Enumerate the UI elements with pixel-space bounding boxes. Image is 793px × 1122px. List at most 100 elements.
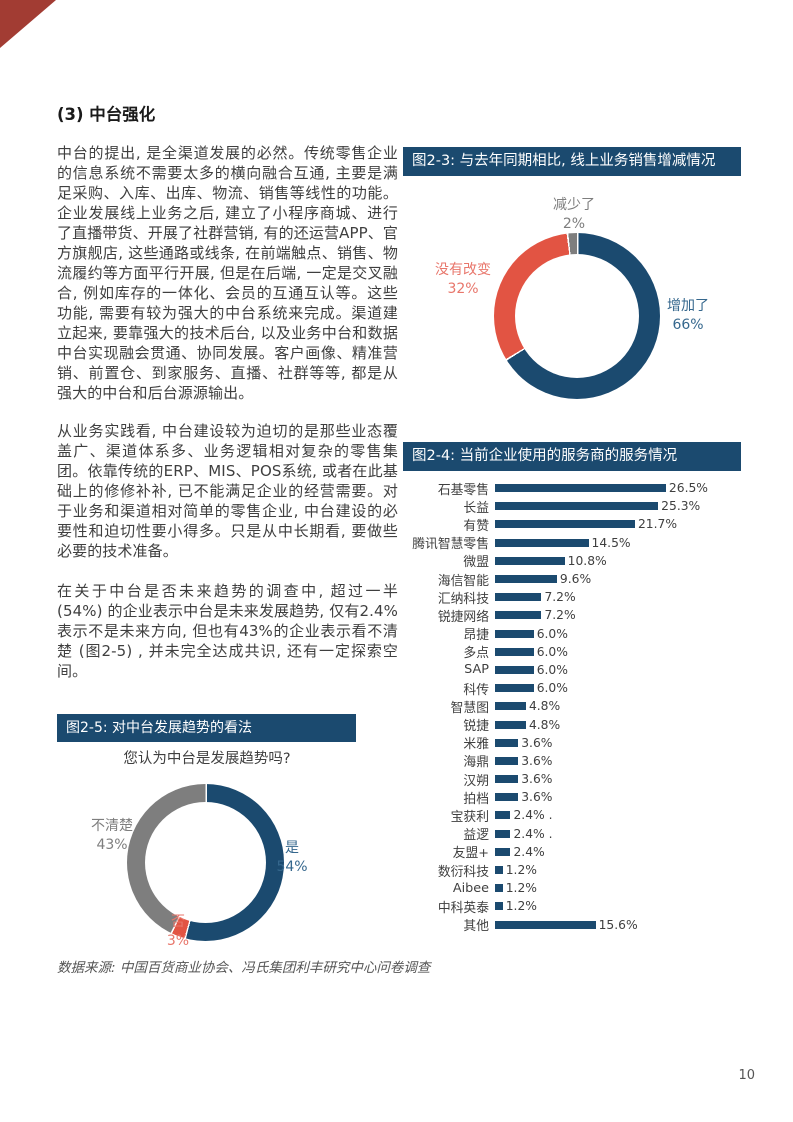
bar-value-label: 7.2% <box>544 608 576 623</box>
bar-category-label: 宝获利 <box>450 809 489 825</box>
bar-value-label: 15.6% <box>598 917 638 932</box>
bar-category-label: 多点 <box>463 646 489 662</box>
paragraph-3: 在关于中台是否未来趋势的调查中, 超过一半 (54%) 的企业表示中台是未来发展… <box>57 582 398 680</box>
bar-category-label: 友盟+ <box>452 846 489 862</box>
bar-category-label: 腾讯智慧零售 <box>412 537 489 553</box>
bar <box>495 720 526 729</box>
bar-value-label: 3.6% <box>521 790 553 805</box>
bar-row: 腾讯智慧零售 14.5% <box>403 534 741 553</box>
slice-label-no-change: 没有改变 32% <box>435 262 491 297</box>
figure-2-4-title-bar: 图2-4: 当前企业使用的服务商的服务情况 <box>403 442 741 471</box>
bar-category-label: 汇纳科技 <box>437 591 489 607</box>
bar-value-label: 2.4% <box>513 844 545 859</box>
slice-label-unclear: 不清楚 43% <box>91 818 133 853</box>
bar <box>495 556 565 565</box>
bar-row: 中科英泰 1.2% <box>403 897 741 916</box>
bar-category-label: 中科英泰 <box>437 900 489 916</box>
bar <box>495 684 534 693</box>
slice-label-decreased: 减少了 2% <box>553 197 595 232</box>
bar <box>495 665 534 674</box>
bar-row: 海鼎 3.6% <box>403 752 741 771</box>
donut-chart-middle-platform-trend <box>127 784 284 941</box>
bar-row: 微盟 10.8% <box>403 552 741 571</box>
bar <box>495 902 503 911</box>
bar-value-label: 6.0% <box>536 662 568 677</box>
bar-row: 宝获利 2.4% . <box>403 806 741 825</box>
bar-value-label: 3.6% <box>521 753 553 768</box>
bar-row: 科传 6.0% <box>403 679 741 698</box>
slice-label-increased: 增加了 66% <box>667 298 709 333</box>
bar-category-label: 昂捷 <box>463 628 489 644</box>
bar-row: 米雅 3.6% <box>403 734 741 753</box>
bar <box>495 847 511 856</box>
bar-category-label: 科传 <box>463 682 489 698</box>
bar-row: 智慧图 4.8% <box>403 697 741 716</box>
bar-chart-service-providers: 石基零售 26.5% 长益 25.3% 有赞 21.7% 腾讯智慧零售 14.5% 微盟 10.8… <box>403 479 741 934</box>
slice-label-no: 否 3% <box>166 914 190 949</box>
bar-category-label: 智慧图 <box>450 700 489 716</box>
bar-value-label: 10.8% <box>567 553 607 568</box>
page-number: 10 <box>738 1068 755 1083</box>
bar-value-label: 3.6% <box>521 735 553 750</box>
bar-category-label: 米雅 <box>463 737 489 753</box>
bar-category-label: 长益 <box>463 500 489 516</box>
bar-category-label: 数衍科技 <box>437 864 489 880</box>
bar-category-label: 其他 <box>463 919 489 935</box>
bar-value-label: 4.8% <box>528 717 561 732</box>
slice-label-yes: 是 54% <box>276 840 308 875</box>
bar <box>495 611 542 620</box>
bar-row: 其他 15.6% <box>403 916 741 935</box>
bar-row: 锐捷网络 7.2% <box>403 606 741 625</box>
bar <box>495 629 534 638</box>
bar <box>495 738 519 747</box>
bar <box>495 811 511 820</box>
bar-row: 益逻 2.4% . <box>403 825 741 844</box>
figure-2-5-subtitle: 您认为中台是发展趋势吗? <box>123 751 291 767</box>
corner-triangle-decoration <box>0 0 56 48</box>
bar <box>495 593 542 602</box>
bar-row: 有赞 21.7% <box>403 515 741 534</box>
bar-category-label: 锐捷 <box>463 719 489 735</box>
bar-value-label: 1.2% <box>505 899 537 914</box>
bar-chart-rows: 石基零售 26.5% 长益 25.3% 有赞 21.7% 腾讯智慧零售 14.5% 微盟 10.8… <box>403 479 741 934</box>
bar <box>495 920 596 929</box>
bar-row: 锐捷 4.8% <box>403 715 741 735</box>
bar <box>495 793 519 802</box>
bar-row: 海信智能 9.6% <box>403 570 741 589</box>
paragraph-1: 中台的提出, 是全渠道发展的必然。传统零售企业的信息系统不需要太多的横向融合互通… <box>57 144 398 402</box>
bar-row: 拍档 3.6% <box>403 788 741 807</box>
bar-value-label: 6.0% <box>536 644 568 659</box>
bar-row: 汉朔 3.6% <box>403 770 741 789</box>
donut-chart-online-sales <box>494 233 660 399</box>
bar-value-label: 14.5% <box>591 535 631 550</box>
bar-value-label: 1.2% <box>505 881 537 896</box>
bar <box>495 756 519 765</box>
bar-category-label: 微盟 <box>463 555 489 571</box>
bar-category-label: 石基零售 <box>437 482 489 498</box>
bar-category-label: 海信智能 <box>437 573 489 589</box>
bar-value-label: 1.2% <box>505 863 537 878</box>
bar-value-label: 2.4% . <box>513 826 553 841</box>
bar-value-label: 6.0% <box>536 626 568 641</box>
bar <box>495 575 557 584</box>
bar <box>495 484 666 493</box>
bar <box>495 702 526 711</box>
paragraph-2: 从业务实践看, 中台建设较为迫切的是那些业态覆盖广、渠道体系多、业务逻辑相对复杂… <box>57 422 398 560</box>
bar-category-label: 益逻 <box>463 828 489 844</box>
bar-value-label: 6.0% <box>536 681 568 696</box>
bar <box>495 520 635 529</box>
bar <box>495 538 589 547</box>
donut-hole <box>145 802 266 923</box>
figure-2-5-title-bar: 图2-5: 对中台发展趋势的看法 <box>57 714 356 742</box>
bar-row: 长益 25.3% <box>403 497 741 516</box>
bar <box>495 866 503 875</box>
bar-value-label: 21.7% <box>637 517 678 532</box>
bar <box>495 884 503 893</box>
bar-category-label: 锐捷网络 <box>437 609 489 625</box>
donut-hole <box>515 254 639 378</box>
bar-row: 石基零售 26.5% <box>403 479 741 498</box>
bar-row: 数衍科技 1.2% <box>403 861 741 880</box>
bar <box>495 829 511 838</box>
bar <box>495 502 659 511</box>
bar-row: Aibee 1.2% <box>403 879 741 897</box>
